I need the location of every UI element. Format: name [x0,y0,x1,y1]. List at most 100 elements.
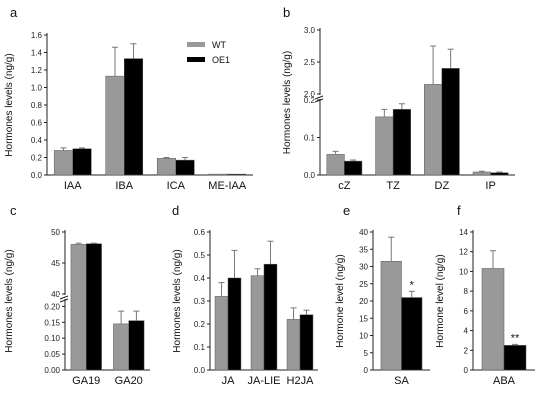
bar-oe1-TZ [392,109,411,176]
y-tick-label: 0.15 [44,318,60,327]
y-tick-label: 0.4 [194,274,206,283]
y-tick-label: 0 [364,366,369,375]
bar-wt-JA-LIE [250,275,265,371]
bar-oe1-IP [490,172,509,176]
bar-oe1-cZ [344,160,363,176]
axis-break-mark [314,95,324,100]
axis-break-gap [314,95,517,99]
x-tick-label-IBA: IBA [115,180,133,192]
panel-label-a: a [10,5,18,20]
x-tick-label-JA: JA [222,375,236,387]
bar-wt-TZ [375,116,394,176]
y-tick-label: 2.0 [304,90,316,99]
bar-oe1-IBA [124,58,144,176]
x-tick-label-GA19: GA19 [72,375,100,387]
y-tick-label: 0.5 [194,251,206,260]
y-tick-label: 20 [359,297,368,306]
bar-wt-ICA [156,158,177,176]
y-tick-label: 0.2 [31,154,43,163]
x-tick-label-IP: IP [485,180,495,192]
bar-wt-SA [380,261,402,371]
bar-oe1-SA [401,297,423,371]
y-tick-label: 0.0 [304,171,316,180]
y-axis-label: Hormones levels (ng/g) [4,249,15,352]
y-axis-label: Hormone level (ng/g) [335,254,346,347]
y-tick-label: 45 [51,259,60,268]
panel-d: d 0.0 0.1 0.2 0.3 0.4 0.5 0.6 Hormones levels (n… [172,203,318,387]
bar-oe1-H2JA [299,314,314,371]
panel-label-d: d [172,203,179,218]
legend-label-wt: WT [212,40,226,50]
y-tick-label: 0.10 [44,334,60,343]
panel-c: c 0.00 0.05 0.10 0.15 0.20 40 45 50 Hormones leve… [4,203,152,387]
y-tick-label: 0.0 [31,171,43,180]
y-tick-label: 0.6 [194,228,206,237]
y-tick-label: 14 [459,228,468,237]
y-tick-label: 0.20 [44,302,60,311]
axis-break-mark [59,295,69,300]
bar-oe1-ABA [503,345,527,371]
significance-marker: * [410,279,415,291]
bar-wt-IP [472,171,491,176]
y-tick-label: 0.00 [44,366,60,375]
bar-oe1-ICA [175,159,195,176]
x-tick-label-ABA: ABA [493,375,516,387]
panel-f: f 0 2 4 6 8 10 12 14 Hormone level (ng/g) ** ABA [435,203,535,387]
y-tick-label: 4 [464,327,469,336]
panel-label-b: b [283,5,290,20]
panel-b: b 0.0 0.1 0.22.0 2.5 3.0 Hormones levels (ng/g… [282,5,517,192]
panel-a: a 0.0 0.2 0.4 0.6 0.8 1.0 1.2 1.4 1.6 Hormones lev… [4,5,253,192]
legend-swatch-wt [187,42,205,47]
bar-wt-ABA [481,268,505,371]
bar-wt-IAA [53,150,73,176]
y-tick-label: 0 [464,366,469,375]
y-tick-label: 30 [359,263,368,272]
y-tick-label: 15 [359,314,368,323]
y-tick-label: 0.05 [44,350,60,359]
bar-wt-IBA [105,75,125,176]
bar-wt-GA20 [113,323,129,371]
x-tick-label-ICA: ICA [167,180,186,192]
axis-break-mark [314,98,324,103]
bar-oe1-JA [227,277,242,371]
y-tick-label: 0.3 [194,297,206,306]
y-tick-label: 0.2 [304,96,316,105]
panel-label-c: c [10,203,17,218]
y-axis-label: Hormone level (ng/g) [435,254,446,347]
y-tick-label: 1.2 [31,66,43,75]
panel-e: e 0 5 10 15 20 25 30 35 40 Hormone level (ng/g) * SA [335,203,430,387]
y-tick-label: 2 [464,346,469,355]
y-tick-label: 50 [51,228,60,237]
legend-swatch-oe1 [187,57,205,62]
significance-marker: ** [511,332,520,344]
bar-wt-JA [214,296,229,371]
bar-oe1-ME-IAA [227,173,247,176]
bar-oe1-GA19 [86,243,102,371]
y-axis-label: Hormones levels (ng/g) [172,249,183,352]
x-tick-label-H2JA: H2JA [287,375,315,387]
y-tick-label: 10 [359,332,368,341]
y-tick-label: 0.1 [194,343,206,352]
y-axis-label: Hormones levels (ng/g) [282,51,293,154]
y-tick-label: 0.4 [31,136,43,145]
y-tick-label: 6 [464,307,469,316]
panel-label-e: e [343,203,350,218]
x-tick-label-GA20: GA20 [115,375,143,387]
panel-label-f: f [457,203,461,218]
axis-break-gap [59,295,152,299]
y-tick-label: 0.6 [31,119,43,128]
y-tick-label: 25 [359,280,368,289]
y-tick-label: 10 [459,267,468,276]
bar-wt-cZ [326,154,345,176]
x-tick-label-SA: SA [394,375,409,387]
y-axis-label: Hormones levels (ng/g) [4,53,15,156]
bar-oe1-DZ [441,68,460,176]
y-tick-label: 5 [364,349,369,358]
y-tick-label: 40 [51,290,60,299]
y-tick-label: 40 [359,228,368,237]
legend-label-oe1: OE1 [212,55,230,65]
x-tick-label-IAA: IAA [64,180,82,192]
y-tick-label: 35 [359,245,368,254]
y-tick-label: 1.4 [31,49,43,58]
